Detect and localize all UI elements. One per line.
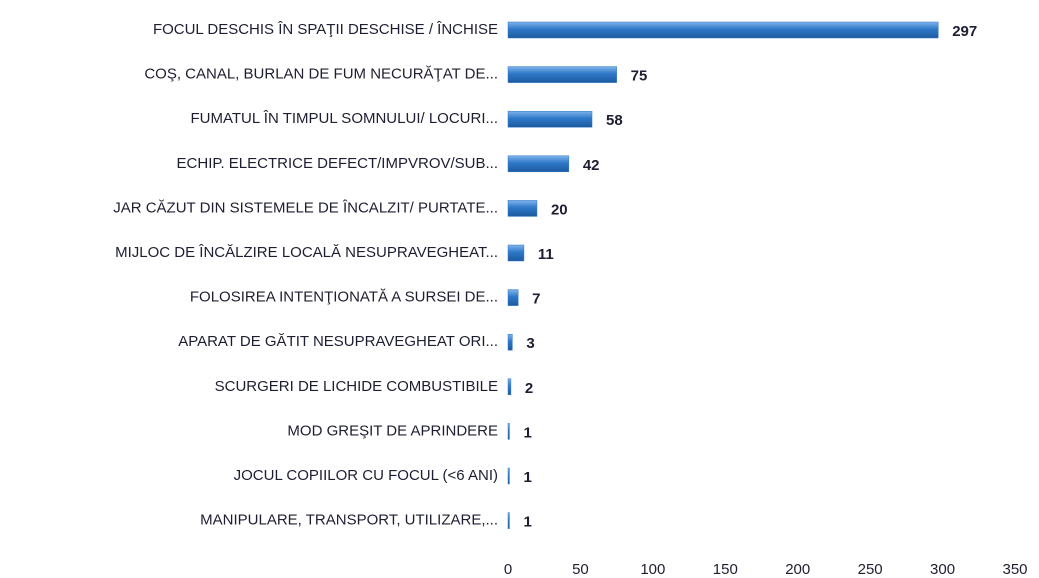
x-tick-label: 100	[640, 561, 665, 578]
y-tick-label: MIJLOC DE ÎNCĂLZIRE LOCALĂ NESUPRAVEGHEA…	[115, 244, 498, 261]
y-tick-label: MANIPULARE, TRANSPORT, UTILIZARE,...	[200, 512, 498, 529]
data-label: 297	[952, 23, 977, 40]
x-tick-label: 300	[930, 561, 955, 578]
x-tick-label: 350	[1002, 561, 1027, 578]
data-label: 1	[523, 424, 531, 441]
bar	[507, 289, 519, 306]
x-tick-label: 0	[504, 561, 512, 578]
bar	[507, 66, 617, 83]
y-tick-label: FOLOSIREA INTENŢIONATĂ A SURSEI DE...	[190, 289, 498, 306]
data-label: 11	[538, 246, 554, 263]
x-tick-label: 50	[572, 561, 589, 578]
data-label: 1	[523, 514, 531, 531]
bar	[507, 333, 513, 351]
bar	[507, 155, 570, 173]
bar	[507, 110, 593, 128]
bar	[507, 512, 510, 529]
y-tick-label: COŞ, CANAL, BURLAN DE FUM NECURĂŢAT DE..…	[144, 66, 498, 83]
data-label: 7	[532, 291, 540, 308]
bar	[507, 244, 525, 262]
y-tick-label: JAR CĂZUT DIN SISTEMELE DE ÎNCALZIT/ PUR…	[113, 199, 498, 216]
y-tick-label: FUMATUL ÎN TIMPUL SOMNULUI/ LOCURI...	[190, 110, 498, 127]
data-label: 20	[551, 201, 568, 218]
x-tick-label: 250	[858, 561, 883, 578]
bar	[507, 21, 939, 39]
x-tick-label: 200	[785, 561, 810, 578]
data-label: 42	[583, 157, 600, 174]
bar	[507, 378, 512, 396]
data-label: 2	[525, 380, 533, 397]
x-tick-label: 150	[713, 561, 738, 578]
y-tick-label: MOD GREŞIT DE APRINDERE	[287, 422, 498, 439]
data-label: 58	[606, 112, 623, 129]
y-tick-label: ECHIP. ELECTRICE DEFECT/IMPVROV/SUB...	[177, 155, 498, 172]
bar	[507, 423, 510, 440]
bar	[507, 200, 538, 217]
y-tick-label: APARAT DE GĂTIT NESUPRAVEGHEAT ORI...	[178, 333, 498, 350]
y-tick-label: JOCUL COPIILOR CU FOCUL (<6 ANI)	[234, 467, 498, 484]
data-label: 3	[526, 335, 534, 352]
y-tick-label: FOCUL DESCHIS ÎN SPAŢII DESCHISE / ÎNCHI…	[153, 21, 498, 38]
data-label: 75	[631, 68, 648, 85]
bar	[507, 467, 510, 485]
data-label: 1	[523, 469, 531, 486]
y-tick-label: SCURGERI DE LICHIDE COMBUSTIBILE	[215, 378, 498, 395]
